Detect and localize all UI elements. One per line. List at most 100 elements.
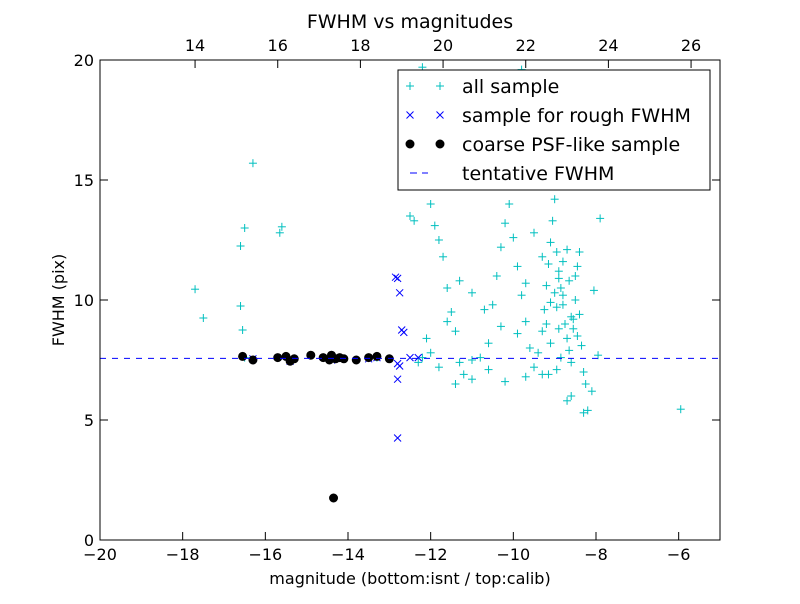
psf-like-point xyxy=(364,353,374,363)
all-sample-point xyxy=(558,257,567,266)
all-sample-point xyxy=(430,221,439,230)
x-axis-label: magnitude (bottom:isnt / top:calib) xyxy=(269,569,550,588)
rough-fwhm-point xyxy=(395,288,404,297)
legend-marker xyxy=(436,111,444,119)
rough-fwhm-point-b xyxy=(393,434,402,442)
top-x-tick-label: 14 xyxy=(185,36,205,55)
psf-like-point xyxy=(238,351,248,361)
all-sample-point xyxy=(434,363,443,372)
all-sample-point xyxy=(451,380,460,388)
y-tick-label: 0 xyxy=(84,531,94,550)
rough-fwhm-point-b xyxy=(395,288,404,297)
top-x-tick-label: 18 xyxy=(350,36,370,55)
all-sample-point xyxy=(488,300,497,309)
all-sample-point xyxy=(583,406,592,415)
legend-marker xyxy=(406,111,414,119)
all-sample-point xyxy=(517,291,526,300)
all-sample-point xyxy=(451,327,460,336)
legend-box xyxy=(397,69,711,191)
rough-fwhm-point xyxy=(406,353,414,362)
psf-like-point xyxy=(248,355,258,365)
all-sample-point xyxy=(492,272,501,280)
legend-marker xyxy=(435,139,445,149)
all-sample-point xyxy=(534,348,543,357)
x-tick-label: −6 xyxy=(667,545,691,564)
x-tick-label: −12 xyxy=(414,545,448,564)
all-sample-point xyxy=(439,252,448,261)
all-sample-point xyxy=(530,363,538,372)
all-sample-point xyxy=(596,214,605,223)
all-sample-point xyxy=(240,224,249,232)
all-sample-point xyxy=(542,320,551,328)
all-sample-point xyxy=(496,243,505,252)
all-sample-point xyxy=(552,303,561,312)
all-sample-point xyxy=(476,353,485,362)
x-tick-label: −18 xyxy=(166,545,200,564)
all-sample-point xyxy=(455,276,464,285)
all-sample-point xyxy=(575,248,584,256)
all-sample-point xyxy=(501,219,510,228)
rough-fwhm-point xyxy=(393,434,402,442)
rough-fwhm-point-b xyxy=(414,353,423,362)
all-sample-point xyxy=(554,274,563,283)
y-tick-label: 20 xyxy=(74,51,94,70)
all-sample-point xyxy=(521,317,530,326)
all-sample-point xyxy=(567,312,576,321)
all-sample-point xyxy=(563,396,572,405)
all-sample-point xyxy=(573,262,582,271)
all-sample-point xyxy=(238,326,247,334)
all-sample-point xyxy=(191,285,200,294)
all-sample-point xyxy=(443,284,452,292)
all-sample-point xyxy=(501,377,510,386)
all-sample-point xyxy=(521,372,530,381)
all-sample-point xyxy=(550,288,559,297)
all-sample-point xyxy=(505,200,514,208)
all-sample-point xyxy=(577,341,586,350)
all-sample-point xyxy=(410,216,419,225)
x-tick-label: −8 xyxy=(584,545,608,564)
all-sample-point xyxy=(513,262,522,271)
x-tick-label: −10 xyxy=(496,545,530,564)
all-sample-point xyxy=(480,305,489,314)
rough-fwhm-point-b xyxy=(406,353,414,362)
rough-fwhm-point-b xyxy=(393,375,402,384)
all-sample-point xyxy=(554,324,563,333)
legend-marker xyxy=(436,82,444,90)
all-sample-point xyxy=(236,242,245,250)
rough-fwhm-point xyxy=(393,375,402,384)
all-sample-point xyxy=(563,334,572,343)
all-sample-point xyxy=(565,276,574,285)
all-sample-point xyxy=(556,353,565,362)
all-sample-point xyxy=(552,248,561,256)
rough-fwhm-point-b xyxy=(393,274,402,283)
all-sample-point xyxy=(548,216,557,225)
legend-marker-b xyxy=(436,111,444,119)
all-sample-point xyxy=(422,334,431,343)
all-sample-point xyxy=(587,387,596,396)
rough-fwhm-point-b xyxy=(399,328,408,337)
all-sample-point xyxy=(538,327,547,336)
all-sample-point xyxy=(459,370,468,379)
legend-marker xyxy=(405,139,415,149)
all-sample-point xyxy=(569,324,578,333)
all-sample-point xyxy=(571,272,580,280)
all-sample-point xyxy=(199,314,208,322)
all-sample-point xyxy=(554,267,563,276)
all-sample-point xyxy=(565,346,574,355)
all-sample-point xyxy=(546,339,555,348)
all-sample-point xyxy=(426,200,435,208)
all-sample-point xyxy=(509,233,518,242)
all-sample-point xyxy=(513,329,522,338)
all-sample-point xyxy=(248,159,257,168)
all-sample-point xyxy=(468,375,476,384)
all-sample-point xyxy=(575,310,584,319)
legend-marker xyxy=(406,82,414,90)
x-tick-label: −14 xyxy=(331,545,365,564)
all-sample-point xyxy=(579,408,588,417)
all-sample-point xyxy=(447,308,456,316)
all-sample-point xyxy=(558,300,567,309)
all-sample-point xyxy=(544,370,553,379)
all-sample-point xyxy=(496,322,505,331)
top-x-tick-label: 16 xyxy=(268,36,288,55)
y-tick-label: 15 xyxy=(74,171,94,190)
